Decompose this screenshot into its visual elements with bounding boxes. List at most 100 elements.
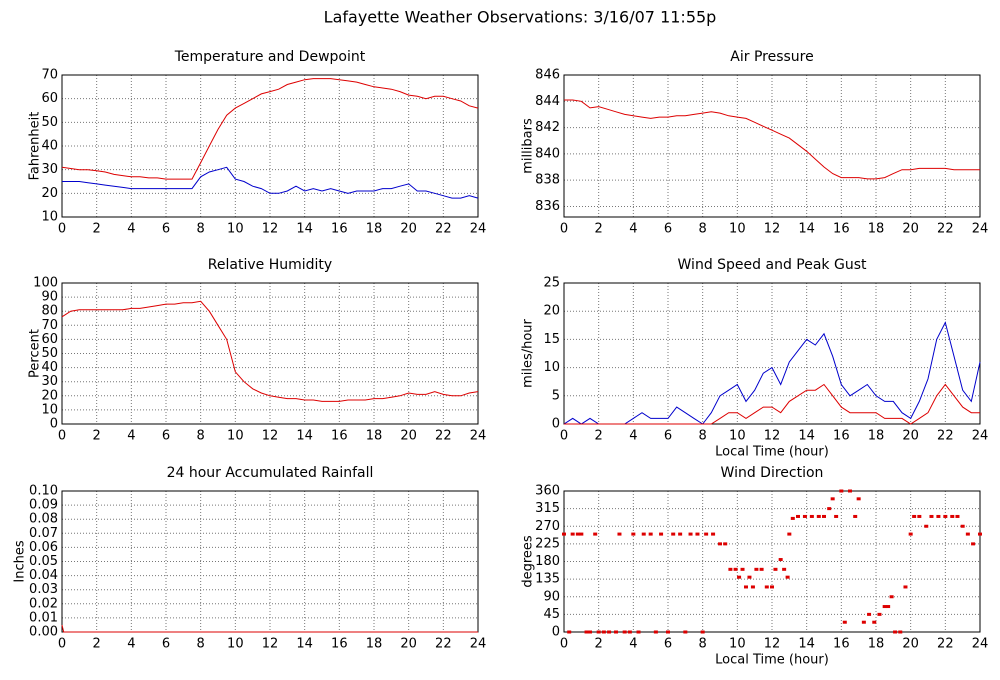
y-axis-label: Inches xyxy=(13,540,28,582)
y-axis-label: Fahrenheit xyxy=(28,112,43,181)
data-point xyxy=(790,516,795,520)
x-tick-label: 20 xyxy=(400,222,417,237)
x-tick-label: 6 xyxy=(664,222,672,237)
data-point xyxy=(950,514,955,518)
chart-title: Air Pressure xyxy=(730,49,813,65)
data-point xyxy=(955,514,960,518)
y-tick-label: 40 xyxy=(41,360,58,375)
data-point xyxy=(700,630,705,634)
plot-frame xyxy=(61,74,479,218)
data-point xyxy=(856,497,861,501)
data-point xyxy=(567,630,572,634)
x-tick-label: 4 xyxy=(127,222,135,237)
plot-frame xyxy=(563,282,981,425)
x-tick-label: 24 xyxy=(972,637,989,652)
x-tick-label: 2 xyxy=(93,429,101,444)
y-tick-label: 846 xyxy=(535,68,560,83)
data-point xyxy=(830,497,835,501)
y-tick-label: 180 xyxy=(535,554,560,569)
y-axis-label: Percent xyxy=(28,329,43,378)
data-point xyxy=(971,542,976,546)
data-point xyxy=(834,514,839,518)
data-point xyxy=(617,532,622,536)
y-axis-label: miles/hour xyxy=(521,318,536,387)
y-tick-label: 0.04 xyxy=(29,568,58,583)
chart-title: Wind Direction xyxy=(721,465,824,481)
data-line xyxy=(61,78,479,180)
data-point xyxy=(614,630,618,634)
chart-title: Relative Humidity xyxy=(208,257,332,273)
data-point xyxy=(848,489,852,493)
data-point xyxy=(903,585,908,589)
x-tick-label: 22 xyxy=(435,222,452,237)
x-tick-label: 2 xyxy=(93,222,101,237)
y-axis-label: degrees xyxy=(521,535,536,588)
page-title: Lafayette Weather Observations: 3/16/07 … xyxy=(324,8,717,27)
y-tick-label: 840 xyxy=(535,146,560,161)
data-point xyxy=(562,532,566,536)
x-tick-label: 12 xyxy=(764,429,781,444)
x-tick-label: 22 xyxy=(435,429,452,444)
data-point xyxy=(641,532,646,536)
data-point xyxy=(898,630,903,634)
y-tick-label: 90 xyxy=(41,290,58,305)
data-point xyxy=(678,532,683,536)
data-point xyxy=(924,524,929,528)
x-tick-label: 4 xyxy=(629,222,637,237)
data-point xyxy=(853,514,858,518)
y-tick-label: 70 xyxy=(41,68,58,83)
data-point xyxy=(627,630,632,634)
data-point xyxy=(782,567,787,571)
data-point xyxy=(827,507,832,511)
y-tick-label: 50 xyxy=(41,346,58,361)
data-point xyxy=(773,567,778,571)
data-line xyxy=(564,383,980,425)
y-tick-label: 100 xyxy=(33,276,58,291)
y-tick-label: 50 xyxy=(41,115,58,130)
x-tick-label: 16 xyxy=(833,222,850,237)
y-tick-label: 70 xyxy=(41,318,58,333)
data-point xyxy=(728,567,733,571)
chart-title: Temperature and Dewpoint xyxy=(174,49,366,65)
data-point xyxy=(787,532,792,536)
y-tick-label: 0.09 xyxy=(29,498,58,513)
chart-title: 24 hour Accumulated Rainfall xyxy=(167,465,374,481)
x-tick-label: 8 xyxy=(197,429,205,444)
x-tick-label: 24 xyxy=(470,222,487,237)
data-point xyxy=(839,489,844,493)
y-tick-label: 0 xyxy=(552,417,560,432)
x-tick-label: 12 xyxy=(262,637,279,652)
data-point xyxy=(593,532,598,536)
data-point xyxy=(908,532,913,536)
x-tick-label: 16 xyxy=(833,429,850,444)
x-tick-label: 10 xyxy=(729,429,746,444)
x-tick-label: 4 xyxy=(127,429,135,444)
data-point xyxy=(737,575,742,579)
data-point xyxy=(796,514,800,518)
y-tick-label: 45 xyxy=(543,607,560,622)
x-tick-label: 2 xyxy=(595,637,603,652)
y-tick-label: 0.10 xyxy=(29,484,58,499)
data-point xyxy=(809,514,814,518)
x-tick-label: 10 xyxy=(227,222,244,237)
data-point xyxy=(770,585,774,589)
data-point xyxy=(882,605,887,609)
data-point xyxy=(711,532,716,536)
y-tick-label: 0.06 xyxy=(29,540,58,555)
data-point xyxy=(688,532,693,536)
data-point xyxy=(570,532,575,536)
x-tick-label: 4 xyxy=(629,637,637,652)
y-tick-label: 60 xyxy=(41,332,58,347)
x-tick-label: 8 xyxy=(699,637,707,652)
data-point xyxy=(867,612,872,616)
data-line xyxy=(61,300,479,402)
x-tick-label: 20 xyxy=(400,637,417,652)
x-tick-label: 2 xyxy=(595,429,603,444)
x-tick-label: 10 xyxy=(729,222,746,237)
data-point xyxy=(861,620,866,624)
x-tick-label: 12 xyxy=(262,222,279,237)
x-tick-label: 0 xyxy=(58,637,66,652)
data-point xyxy=(579,532,584,536)
data-point xyxy=(607,630,612,634)
